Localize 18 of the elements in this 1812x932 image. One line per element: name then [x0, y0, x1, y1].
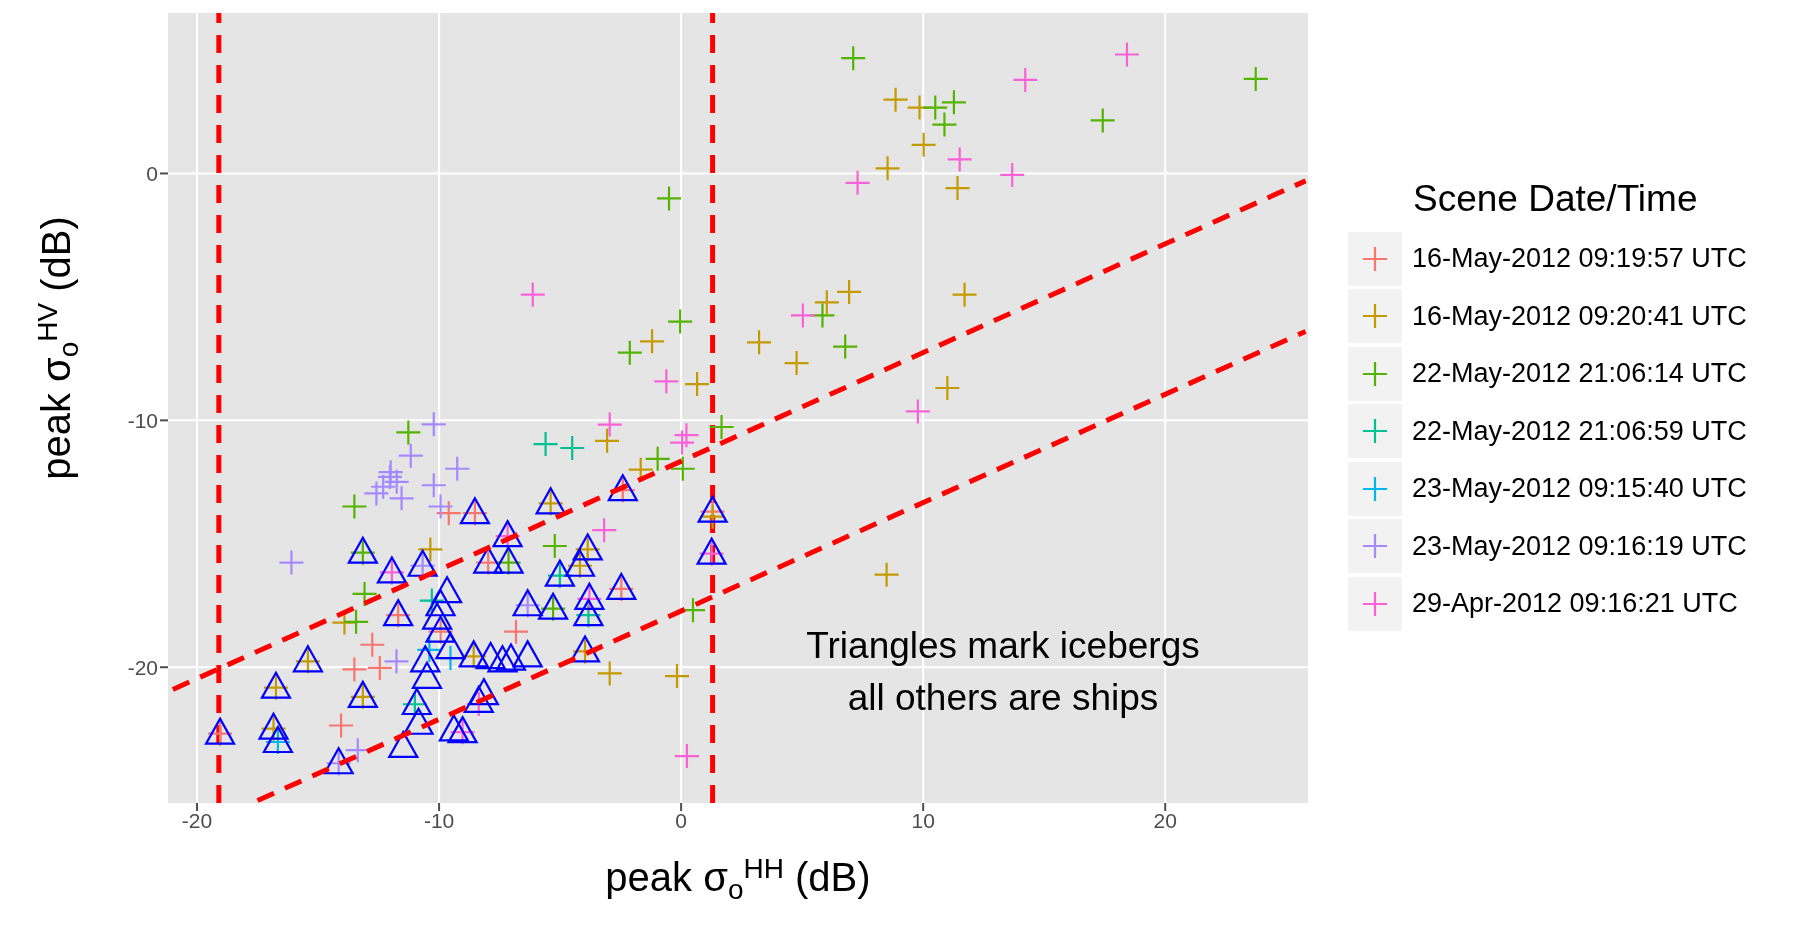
legend-label: 29-Apr-2012 09:16:21 UTC	[1412, 588, 1738, 620]
legend-label: 23-May-2012 09:15:40 UTC	[1412, 473, 1747, 505]
y-tick-label: -10	[127, 408, 158, 432]
y-tick-label: 0	[146, 161, 158, 185]
annotation: Triangles mark icebergs all others are ships	[805, 624, 1201, 720]
x-tick-label: 10	[911, 808, 935, 832]
x-tick-label: 0	[675, 808, 687, 832]
legend-label: 22-May-2012 21:06:14 UTC	[1412, 358, 1747, 390]
legend-label: 16-May-2012 09:20:41 UTC	[1412, 300, 1747, 332]
legend-label: 22-May-2012 21:06:59 UTC	[1412, 415, 1747, 447]
legend-title: Scene Date/Time	[1413, 178, 1699, 220]
x-tick-label: -20	[181, 808, 213, 832]
x-axis-title: peak σ$_{o}$$^{HH}$ (dB)	[605, 853, 871, 906]
y-tick-label: -20	[127, 655, 158, 679]
x-tick-label: 20	[1153, 808, 1177, 832]
legend-label: 23-May-2012 09:16:19 UTC	[1412, 530, 1747, 562]
x-tick-label: -10	[423, 808, 455, 832]
legend-label: 16-May-2012 09:19:57 UTC	[1412, 243, 1747, 275]
